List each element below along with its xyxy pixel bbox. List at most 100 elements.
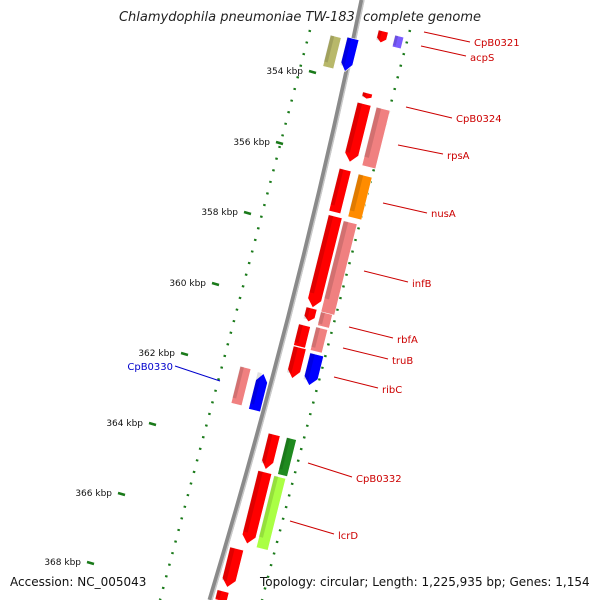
gene-lcrd-a[interactable]: [240, 470, 273, 545]
gene-bottom-b[interactable]: [214, 589, 230, 600]
scale-tick: [86, 560, 95, 566]
gene-infb-strand2-shape: [320, 220, 358, 316]
gene-ribc[interactable]: [302, 352, 325, 387]
gene-rpsa-strand1-shape: [344, 101, 372, 163]
gene-cpb0321-shade: [376, 29, 382, 41]
map-title: Chlamydophila pneumoniae TW-183, complet…: [118, 10, 482, 25]
gene-label-leader: [348, 326, 394, 339]
gene-rpsa-strand1-shade: [345, 102, 363, 153]
gene-label[interactable]: CpB0332: [356, 474, 402, 485]
gene-labels-group: CpB0321 acpS CpB0324 rpsA nusA infB rbfA truB ri…: [127, 31, 520, 542]
gene-cpb0332-a[interactable]: [260, 432, 281, 471]
gene-infb-strand1[interactable]: [306, 214, 343, 310]
gene-truB-3-shape: [287, 345, 307, 379]
scale-tick: [117, 491, 126, 497]
gene-label-leader: [363, 270, 409, 283]
gene-bottom-a-shape: [221, 546, 244, 588]
gene-trub-shade: [294, 323, 303, 344]
genome-backbone-highlight: [211, 0, 365, 600]
scale-tick: [308, 69, 317, 75]
gene-lcrd-a-shade: [242, 470, 263, 533]
gene-label-leader: [333, 376, 379, 389]
gene-ribc-shape: [303, 352, 325, 386]
gene-label[interactable]: nusA: [431, 209, 456, 220]
gene-lcrd-b[interactable]: [255, 475, 287, 551]
scale-label: 362 kbp: [138, 349, 175, 359]
gene-rbfa-shade: [303, 306, 311, 320]
gene-blue-top[interactable]: [339, 36, 360, 73]
gene-cpb0332-b[interactable]: [277, 436, 297, 478]
gene-rpsa-strand1[interactable]: [343, 101, 372, 164]
gene-ribc-shade: [303, 352, 315, 381]
gene-blue-top-shape: [340, 36, 360, 72]
gene-bottom-a[interactable]: [220, 546, 244, 589]
gene-rbfa-shape: [303, 306, 318, 323]
gene-infb-strand1-shade: [309, 214, 334, 294]
gene-rpsa-strand2[interactable]: [361, 106, 391, 170]
gene-olive-shape: [322, 34, 342, 70]
gene-label[interactable]: acpS: [470, 53, 494, 64]
gene-infb-strand1-shape: [307, 214, 343, 309]
gene-trub[interactable]: [293, 323, 311, 349]
gene-nusa-strand1[interactable]: [328, 167, 352, 215]
genome-backbone: [207, 0, 365, 600]
gene-acps-shade: [392, 35, 399, 46]
gene-label-leader: [307, 462, 353, 478]
gene-trub-2[interactable]: [309, 326, 329, 354]
scale-tick: [243, 210, 252, 216]
gene-truB-3[interactable]: [286, 345, 307, 380]
gene-nusa-strand2-shape: [347, 173, 373, 221]
gene-infb-strand2[interactable]: [320, 220, 358, 316]
gene-nusa-strand1-shade: [330, 168, 344, 206]
gene-nusa-strand2[interactable]: [347, 173, 373, 221]
gene-label[interactable]: rpsA: [447, 151, 470, 162]
gene-cpb0330-a[interactable]: [230, 365, 252, 407]
gene-truB-3-shade: [286, 345, 298, 374]
scale-tick: [148, 421, 157, 427]
gene-rbfa-2-shade: [317, 311, 325, 325]
gene-cpb0330-b-shape: [248, 373, 268, 413]
gene-cpb0324-shade: [361, 91, 367, 98]
gene-label-leader: [397, 144, 444, 155]
gene-label[interactable]: ribC: [382, 385, 402, 396]
gene-label[interactable]: truB: [392, 356, 413, 367]
gene-label[interactable]: CpB0330: [127, 362, 173, 373]
gene-rpsa-strand2-shape: [361, 106, 391, 170]
gene-rbfa-2[interactable]: [317, 311, 333, 329]
gene-label[interactable]: CpB0324: [456, 114, 502, 125]
gene-label[interactable]: infB: [412, 279, 432, 290]
gene-bottom-b-shade: [215, 589, 222, 599]
scale-tick: [180, 351, 189, 357]
gene-acps[interactable]: [391, 34, 405, 50]
scale-label: 356 kbp: [233, 138, 270, 148]
scale-label: 354 kbp: [266, 67, 303, 77]
gene-label-leader: [382, 202, 428, 214]
gene-cpb0321[interactable]: [376, 29, 389, 44]
gene-cpb0332-b-shape: [277, 436, 297, 478]
gene-lcrd-a-shape: [241, 470, 273, 545]
gene-olive[interactable]: [322, 34, 342, 70]
gene-label-leader: [342, 347, 389, 360]
gene-cpb0330-a-shade: [232, 366, 244, 399]
gene-nusa-strand2-shade: [349, 173, 364, 212]
gene-lcrd-b-shade: [258, 475, 279, 538]
gene-label[interactable]: lcrD: [338, 531, 358, 542]
gene-olive-shade: [323, 35, 335, 63]
scale-tick: [211, 281, 220, 287]
gene-trub-shape: [293, 323, 311, 349]
gene-label-leader: [405, 106, 453, 119]
gene-acps-shape: [391, 34, 405, 50]
gene-cpb0332-a-shape: [261, 432, 281, 470]
scale-label: 366 kbp: [75, 489, 112, 499]
gene-cpb0330-b[interactable]: [248, 372, 270, 413]
gene-label[interactable]: rbfA: [397, 335, 418, 346]
gene-cpb0324[interactable]: [361, 91, 373, 100]
gene-trub-2-shade: [311, 326, 321, 348]
scale-label: 368 kbp: [44, 558, 81, 568]
gene-blue-top-shade: [340, 37, 352, 67]
gene-label-leader: [423, 31, 471, 43]
gene-label[interactable]: CpB0321: [474, 38, 520, 49]
gene-rbfa[interactable]: [303, 306, 318, 323]
gene-lcrd-b-shape: [255, 475, 287, 551]
